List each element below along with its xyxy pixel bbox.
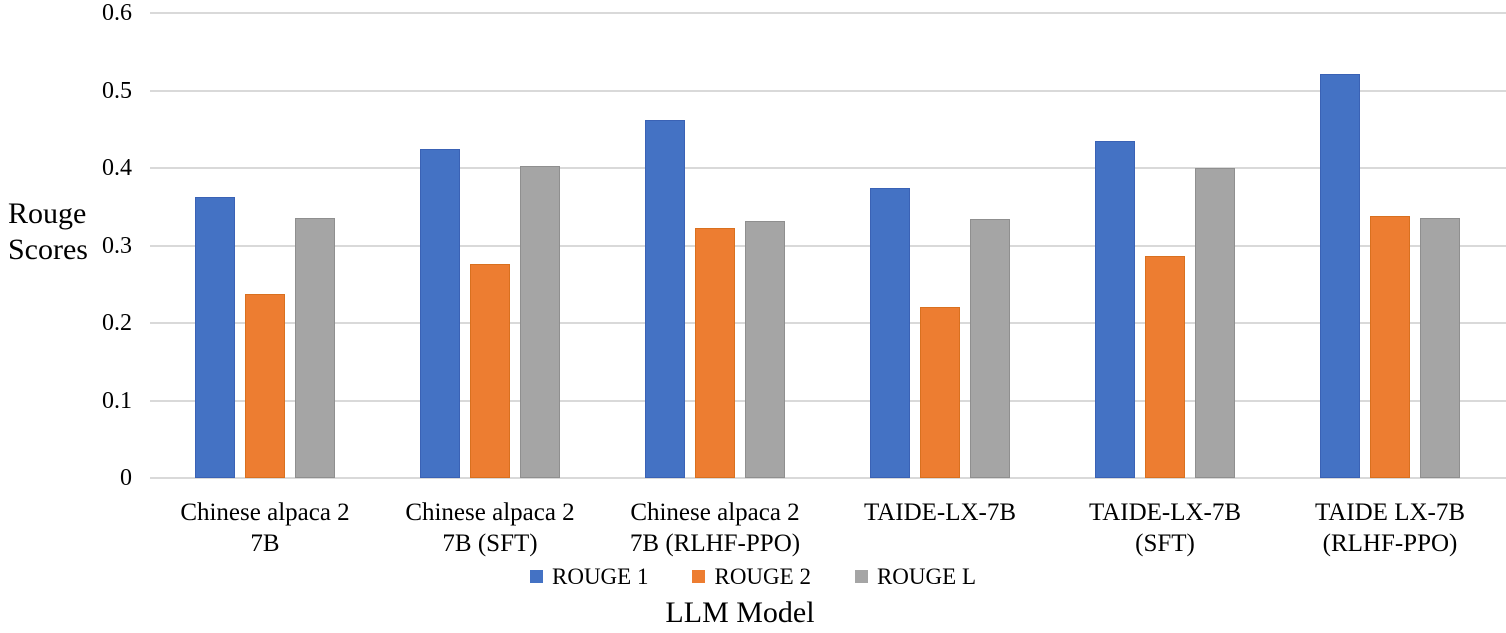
bar-rouge-1-5 <box>1320 74 1360 478</box>
gridline-0.4 <box>150 167 1506 169</box>
legend-swatch-icon <box>854 570 868 583</box>
bar-rouge-1-4 <box>1095 141 1135 478</box>
legend-swatch-icon <box>692 570 706 583</box>
y-axis-title: Rouge Scores <box>8 197 88 266</box>
legend-swatch-icon <box>530 570 543 583</box>
legend: ROUGE 1 ROUGE 2 ROUGE L <box>0 565 1506 588</box>
bar-rouge-l-4 <box>1195 168 1235 478</box>
legend-item-rouge-2: ROUGE 2 <box>692 564 811 589</box>
category-label-4: TAIDE-LX-7B (SFT) <box>1088 499 1242 557</box>
gridline-0.6 <box>150 12 1506 14</box>
bar-rouge-1-3 <box>870 188 910 478</box>
legend-label: ROUGE 2 <box>714 564 811 589</box>
bar-rouge-2-1 <box>470 264 510 478</box>
gridline-0.2 <box>150 322 1506 324</box>
bar-rouge-1-1 <box>420 149 460 478</box>
bar-rouge-1-0 <box>195 197 235 478</box>
category-label-2: Chinese alpaca 2 7B (RLHF-PPO) <box>629 499 801 557</box>
y-tick-label: 0.3 <box>102 232 132 259</box>
category-label-3: TAIDE-LX-7B <box>863 499 1017 526</box>
y-tick-label: 0 <box>120 465 132 491</box>
gridline-0.3 <box>150 244 1506 247</box>
legend-label: ROUGE L <box>876 564 976 589</box>
bar-rouge-l-5 <box>1420 218 1460 478</box>
legend-item-rouge-1: ROUGE 1 <box>530 565 648 588</box>
bar-rouge-l-2 <box>745 221 785 478</box>
bar-rouge-l-0 <box>295 218 335 478</box>
y-tick-label: 0.1 <box>102 387 132 414</box>
category-label-0: Chinese alpaca 2 7B <box>180 499 350 557</box>
bar-rouge-1-2 <box>645 120 685 478</box>
category-label-1: Chinese alpaca 2 7B (SFT) <box>405 499 575 557</box>
y-tick-label: 0.6 <box>102 0 132 26</box>
category-label-5: TAIDE LX-7B (RLHF-PPO) <box>1314 499 1466 557</box>
gridline-0.5 <box>150 89 1506 92</box>
y-tick-label: 0.2 <box>102 310 132 336</box>
bar-rouge-2-0 <box>245 294 285 478</box>
bar-rouge-2-2 <box>695 228 735 478</box>
legend-item-rouge-l: ROUGE L <box>854 564 976 589</box>
bar-rouge-2-3 <box>920 307 960 478</box>
plot-area <box>150 12 1506 479</box>
gridline-0 <box>150 477 1506 479</box>
legend-label: ROUGE 1 <box>552 564 649 589</box>
bar-rouge-l-1 <box>520 166 560 478</box>
x-axis-title: LLM Model <box>665 596 815 629</box>
gridline-0.1 <box>150 399 1506 402</box>
bar-rouge-l-3 <box>970 219 1010 478</box>
bar-rouge-2-5 <box>1370 216 1410 478</box>
y-tick-label: 0.4 <box>102 155 132 181</box>
bar-rouge-2-4 <box>1145 256 1185 478</box>
y-tick-label: 0.5 <box>102 77 132 104</box>
